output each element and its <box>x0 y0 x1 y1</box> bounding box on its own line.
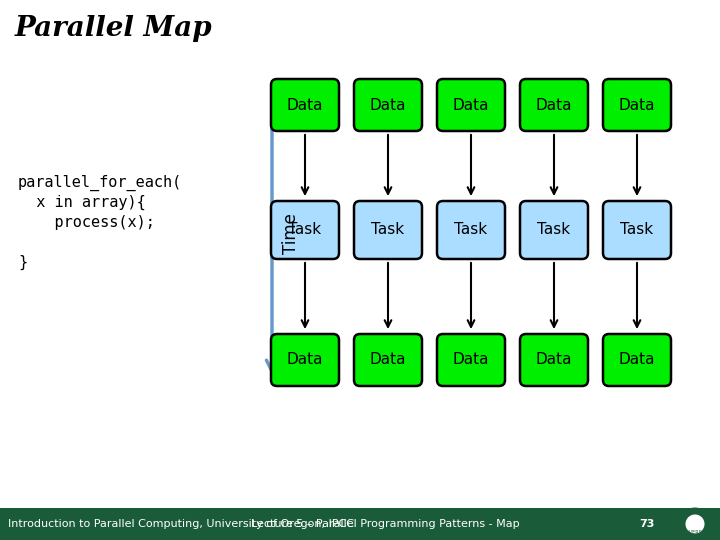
Text: Data: Data <box>618 353 655 368</box>
FancyBboxPatch shape <box>437 201 505 259</box>
Text: Parallel Map: Parallel Map <box>15 15 212 42</box>
FancyBboxPatch shape <box>437 334 505 386</box>
Text: Data: Data <box>618 98 655 112</box>
Circle shape <box>682 511 708 537</box>
Text: Lecture 5 – Parallel Programming Patterns - Map: Lecture 5 – Parallel Programming Pattern… <box>251 519 519 529</box>
Text: }: } <box>18 255 27 270</box>
FancyBboxPatch shape <box>271 79 339 131</box>
Text: parallel_for_each(: parallel_for_each( <box>18 175 182 191</box>
Text: 73: 73 <box>639 519 654 529</box>
FancyBboxPatch shape <box>354 334 422 386</box>
Text: UNIVERSITY
OF OREGON: UNIVERSITY OF OREGON <box>680 530 710 540</box>
FancyBboxPatch shape <box>354 79 422 131</box>
Text: process(x);: process(x); <box>18 215 155 230</box>
Text: Data: Data <box>370 98 406 112</box>
Text: Data: Data <box>453 98 490 112</box>
FancyBboxPatch shape <box>271 201 339 259</box>
FancyBboxPatch shape <box>603 79 671 131</box>
Text: Time: Time <box>282 213 300 254</box>
Text: Data: Data <box>287 98 323 112</box>
Circle shape <box>688 517 702 531</box>
FancyBboxPatch shape <box>603 334 671 386</box>
FancyBboxPatch shape <box>520 334 588 386</box>
FancyBboxPatch shape <box>354 201 422 259</box>
FancyBboxPatch shape <box>271 334 339 386</box>
Text: Task: Task <box>537 222 570 238</box>
Text: Task: Task <box>621 222 654 238</box>
FancyBboxPatch shape <box>603 201 671 259</box>
Text: Data: Data <box>536 353 572 368</box>
Text: Task: Task <box>454 222 487 238</box>
Text: Data: Data <box>370 353 406 368</box>
FancyBboxPatch shape <box>437 79 505 131</box>
Text: Introduction to Parallel Computing, University of Oregon, IPCC: Introduction to Parallel Computing, Univ… <box>8 519 354 529</box>
Text: Data: Data <box>536 98 572 112</box>
Text: Data: Data <box>287 353 323 368</box>
Text: Task: Task <box>372 222 405 238</box>
Text: Task: Task <box>289 222 322 238</box>
Text: x in array){: x in array){ <box>18 195 145 210</box>
FancyBboxPatch shape <box>520 79 588 131</box>
Text: Data: Data <box>453 353 490 368</box>
Bar <box>0 508 720 540</box>
FancyBboxPatch shape <box>520 201 588 259</box>
